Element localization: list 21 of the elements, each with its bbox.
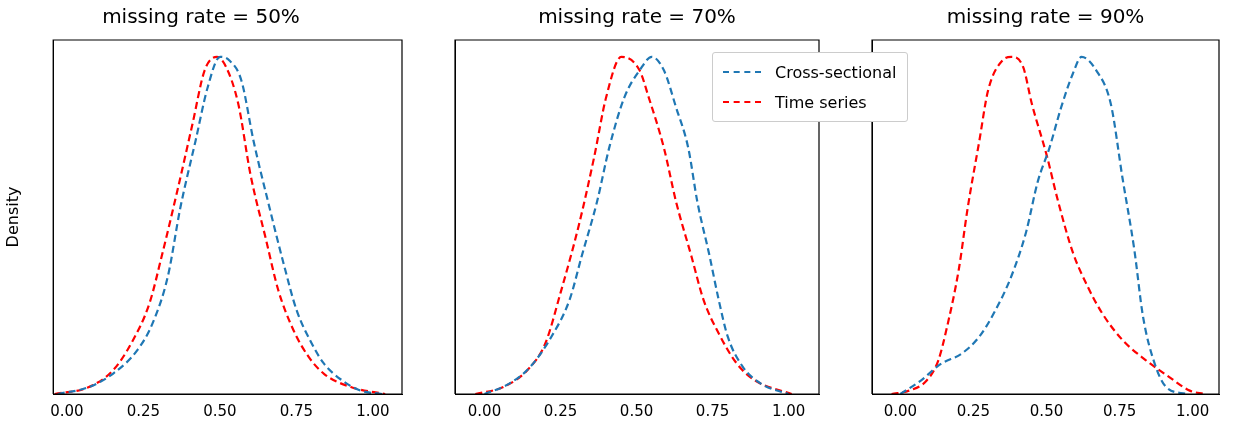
chart-title: missing rate = 70% [538, 4, 736, 29]
x-tick-label: 1.00 [356, 401, 390, 420]
x-tick-label: 0.00 [467, 401, 502, 420]
x-tick-label: 0.50 [203, 401, 237, 420]
x-tick-label: 0.75 [279, 401, 314, 420]
legend-label: Cross-sectional [775, 62, 897, 82]
x-tick-label: 0.25 [543, 401, 578, 420]
legend-label: Time series [775, 92, 867, 112]
chart-title: missing rate = 50% [102, 4, 300, 29]
x-tick-label: 0.25 [126, 401, 161, 420]
x-tick-label: 0.50 [1029, 401, 1064, 420]
x-tick-label: 0.75 [695, 401, 730, 420]
x-tick-label: 0.75 [1102, 401, 1137, 420]
y-axis-title: Density [2, 186, 22, 248]
x-tick-label: 0.00 [883, 401, 918, 420]
chart-title: missing rate = 90% [946, 4, 1145, 29]
x-tick-label: 1.00 [771, 401, 806, 420]
x-tick-label: 0.00 [50, 401, 84, 420]
x-tick-label: 0.25 [956, 401, 991, 420]
x-tick-label: 1.00 [1175, 401, 1210, 420]
x-tick-label: 0.50 [619, 401, 654, 420]
